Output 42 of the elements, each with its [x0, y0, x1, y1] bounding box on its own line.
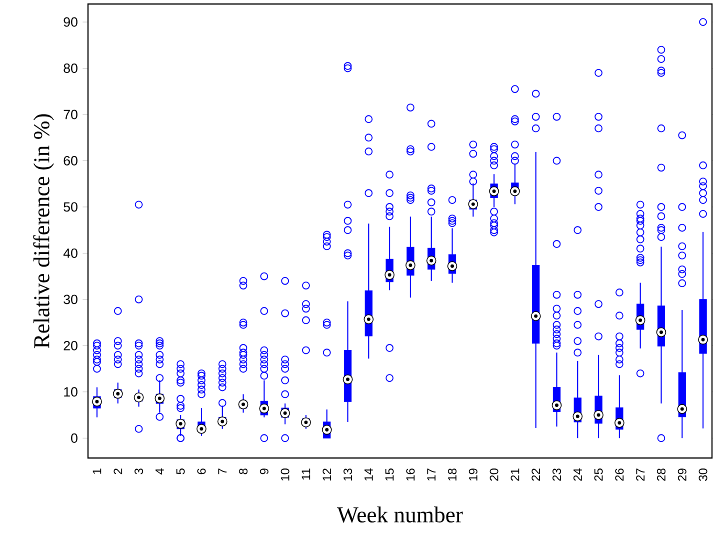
x-tick-label: 29: [678, 468, 686, 481]
y-tick-label: 50: [64, 202, 78, 212]
x-tick-label: 17: [427, 468, 436, 480]
x-tick-label: 2: [114, 468, 122, 474]
x-tick-label: 20: [490, 468, 498, 481]
x-tick-label: 4: [156, 468, 164, 474]
y-tick-label: 0: [71, 433, 78, 443]
y-tick-label: 60: [64, 156, 78, 166]
x-tick-label: 24: [573, 468, 582, 481]
x-tick-label: 1: [92, 468, 102, 474]
x-tick-label: 10: [280, 468, 290, 480]
x-tick-label: 5: [176, 468, 185, 474]
x-tick-label: 16: [406, 468, 415, 480]
x-tick-label: 26: [615, 468, 624, 481]
x-tick-label: 25: [594, 468, 603, 481]
y-tick-label: 90: [64, 17, 78, 27]
x-tick-label: 22: [532, 468, 540, 481]
x-tick-label: 27: [636, 468, 645, 481]
y-tick-label: 20: [64, 340, 78, 350]
y-tick-label: 40: [63, 248, 78, 258]
x-tick-label: 9: [260, 468, 268, 474]
x-tick-label: 12: [322, 468, 332, 480]
y-tick-label: 10: [64, 387, 78, 397]
x-tick-label: 11: [302, 468, 310, 480]
y-tick-label: 30: [64, 294, 78, 304]
x-tick-label: 21: [510, 468, 520, 481]
x-axis-title: Week number: [337, 506, 463, 523]
x-tick-label: 13: [344, 468, 352, 480]
x-tick-label: 8: [239, 468, 248, 474]
y-tick-label: 70: [64, 110, 78, 120]
x-tick-label: 7: [218, 468, 227, 474]
x-tick-label: 18: [448, 468, 457, 480]
x-tick-label: 28: [656, 468, 666, 481]
x-tick-label: 30: [698, 468, 708, 481]
y-tick-label: 80: [64, 64, 78, 73]
x-tick-label: 15: [385, 468, 394, 480]
x-tick-label: 3: [134, 468, 144, 474]
x-tick-label: 19: [468, 468, 478, 480]
x-tick-label: 14: [364, 468, 373, 480]
y-axis-title: Relative difference (in %): [33, 114, 54, 348]
x-tick-label: 23: [552, 468, 561, 481]
x-tick-label: 6: [197, 468, 206, 474]
